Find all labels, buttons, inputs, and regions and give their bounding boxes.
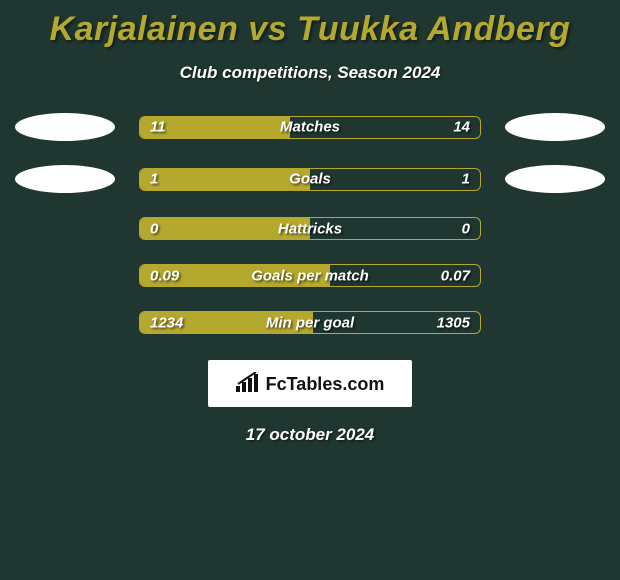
page-title: Karjalainen vs Tuukka Andberg xyxy=(50,10,571,49)
stat-bar-left-fill xyxy=(140,265,330,286)
stat-value-right: 0 xyxy=(462,220,470,237)
stat-row: 12341305Min per goal xyxy=(0,311,620,334)
stat-value-right: 0.07 xyxy=(441,267,470,284)
stat-row: 00Hattricks xyxy=(0,217,620,240)
stat-bar-left-fill xyxy=(140,312,313,333)
brand-chart-icon xyxy=(236,372,260,397)
date: 17 october 2024 xyxy=(246,425,375,445)
stats-rows: 1114Matches 11Goals 00Hattricks 0.090.07Goa… xyxy=(0,113,620,334)
player-avatar-left xyxy=(15,165,115,193)
stat-value-right: 1305 xyxy=(437,314,470,331)
brand-box[interactable]: FcTables.com xyxy=(208,360,413,407)
player-avatar-left xyxy=(15,113,115,141)
stat-bar-left-fill xyxy=(140,117,290,138)
stat-row: 0.090.07Goals per match xyxy=(0,264,620,287)
stat-value-right: 14 xyxy=(453,119,470,136)
player-avatar-right xyxy=(505,165,605,193)
subtitle: Club competitions, Season 2024 xyxy=(180,63,441,83)
brand-text: FcTables.com xyxy=(266,374,385,395)
stat-bar: 00Hattricks xyxy=(139,217,481,240)
stat-bar-left-fill xyxy=(140,169,310,190)
stat-bar: 11Goals xyxy=(139,168,481,191)
player-avatar-right xyxy=(505,113,605,141)
stat-bar-left-fill xyxy=(140,218,310,239)
stat-row: 1114Matches xyxy=(0,113,620,141)
stat-bar: 12341305Min per goal xyxy=(139,311,481,334)
stat-row: 11Goals xyxy=(0,165,620,193)
stat-bar: 1114Matches xyxy=(139,116,481,139)
stat-value-right: 1 xyxy=(462,171,470,188)
container: Karjalainen vs Tuukka Andberg Club compe… xyxy=(0,0,620,445)
stat-bar: 0.090.07Goals per match xyxy=(139,264,481,287)
